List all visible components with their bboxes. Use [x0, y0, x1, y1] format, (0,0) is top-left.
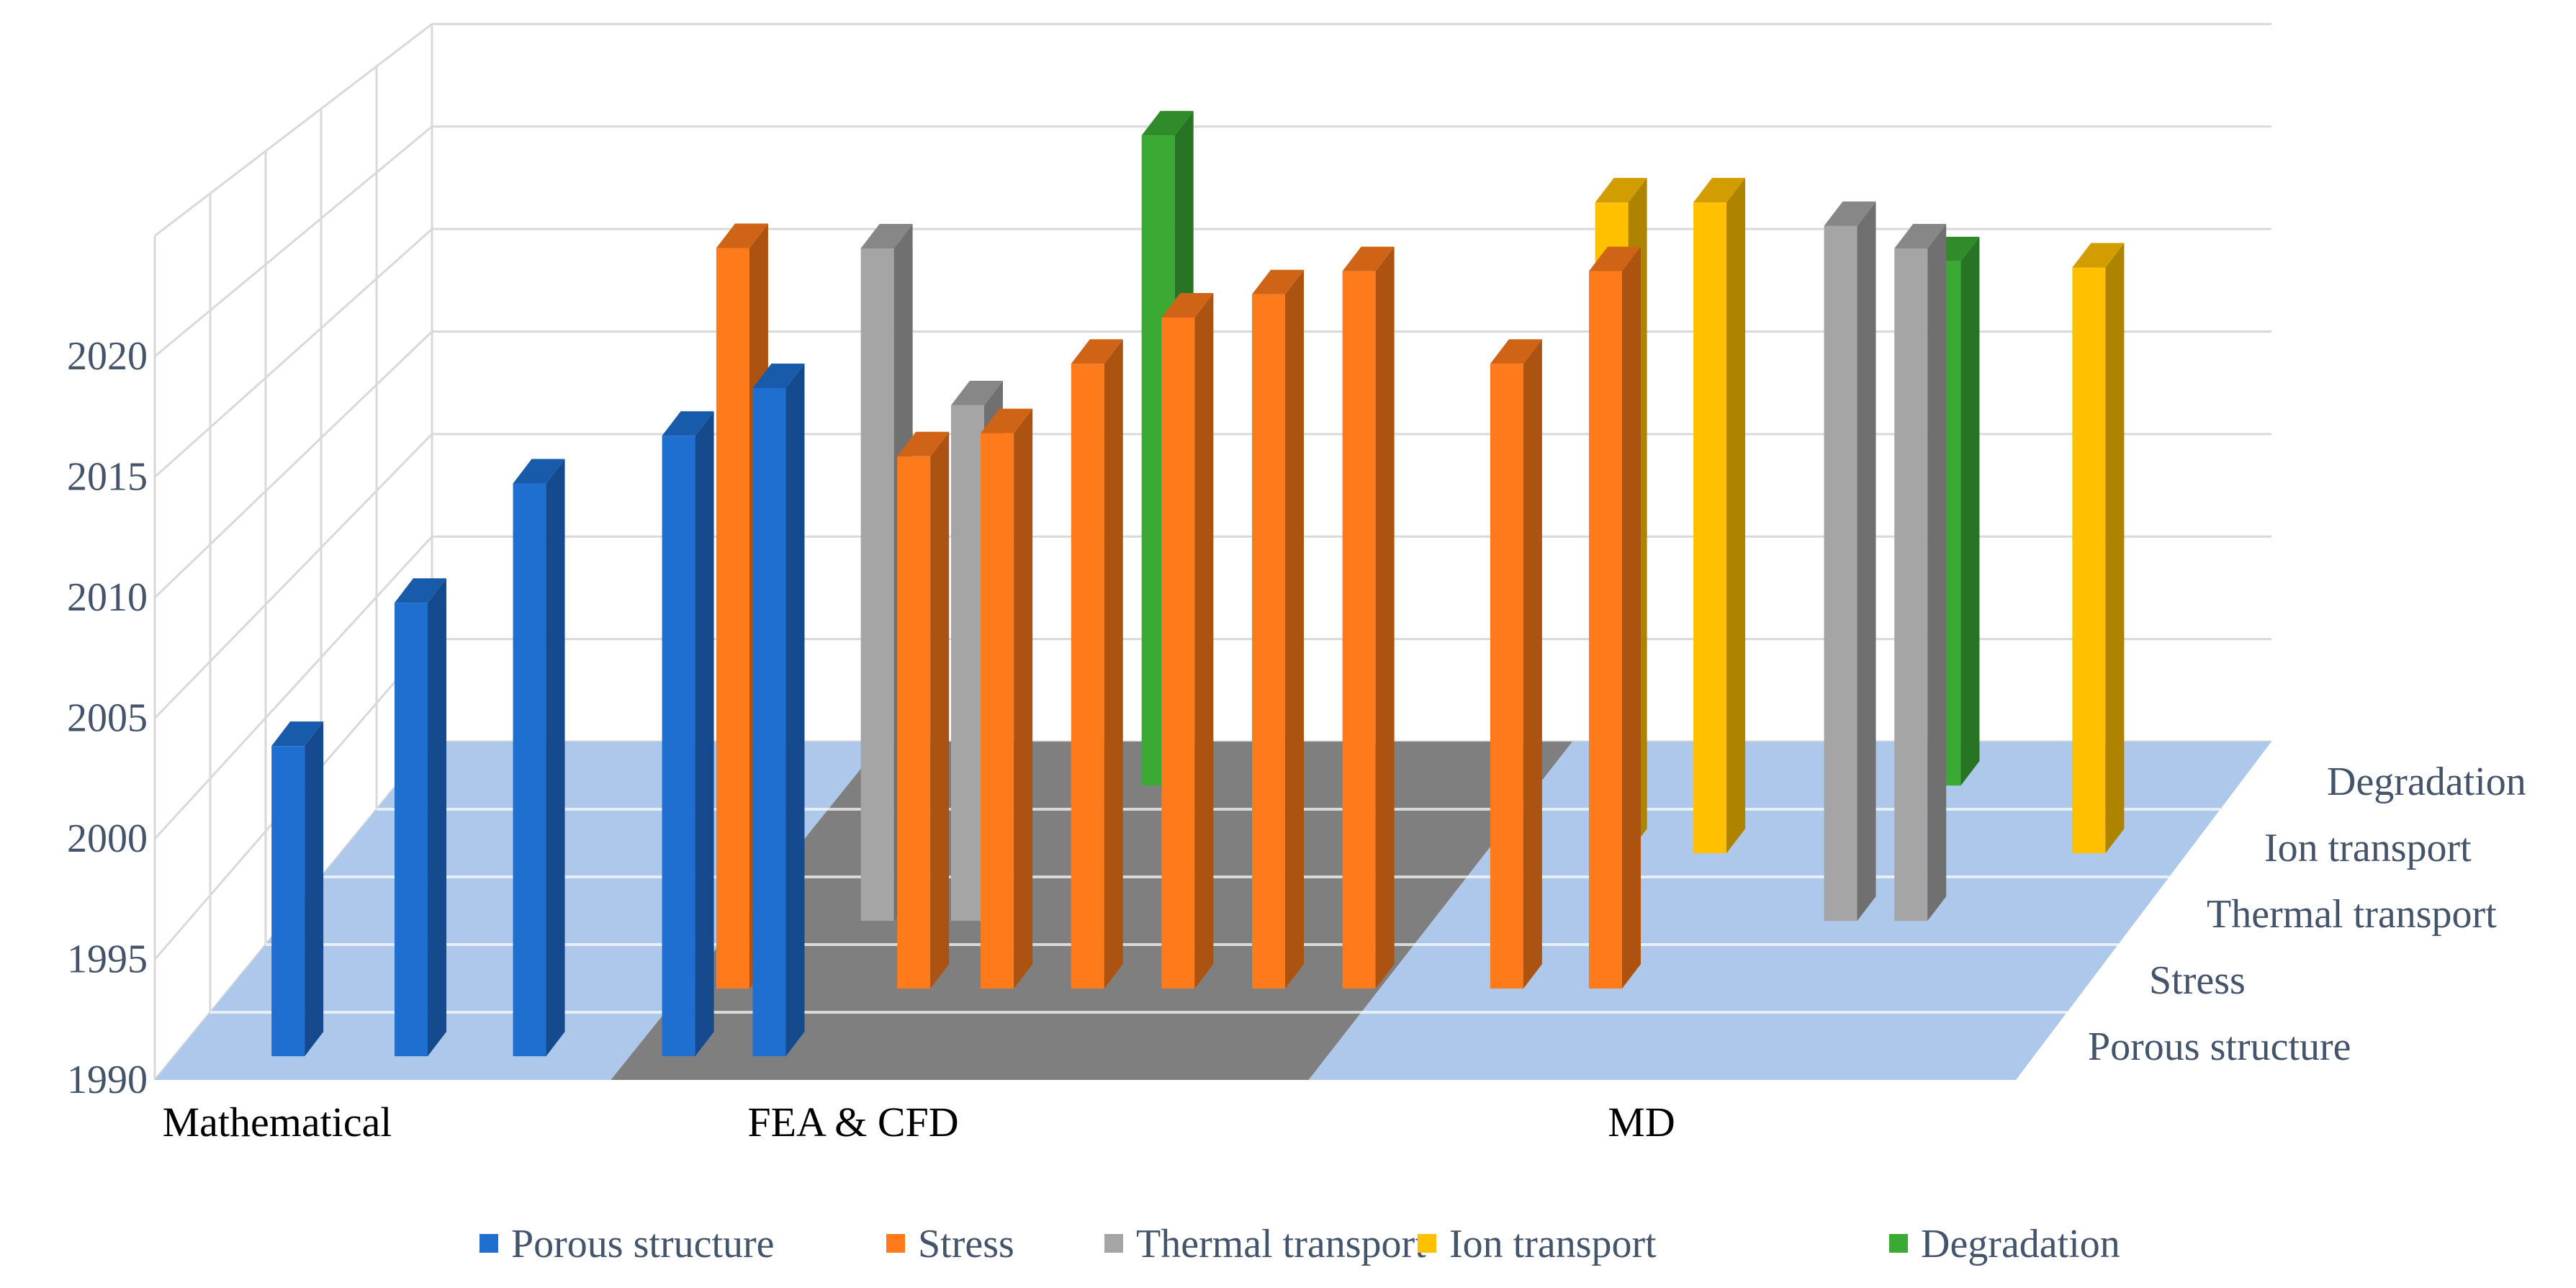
bar-porous-structure-3: [662, 411, 714, 1057]
legend-swatch: [1889, 1234, 1908, 1253]
bar-porous-structure-0: [271, 721, 324, 1057]
legend-label: Thermal transport: [1136, 1222, 1426, 1266]
floor-panel-2: [1308, 742, 2271, 1080]
legend-label: Stress: [918, 1222, 1014, 1266]
depth-label: Degradation: [2327, 760, 2526, 804]
depth-label: Ion transport: [2264, 826, 2472, 870]
legend-swatch: [1418, 1234, 1436, 1253]
bar-stress-1: [981, 408, 1033, 989]
bar-thermal-transport-2: [1824, 201, 1876, 922]
bar-stress-2: [1071, 339, 1123, 989]
y-tick-label: 1995: [67, 937, 148, 982]
bar-stress-5: [1342, 246, 1395, 989]
y-tick-label: 2015: [67, 455, 148, 500]
y-axis-tick-labels: 1990 1995 2000 2005 2010 2015 2020: [67, 334, 148, 1102]
depth-label: Stress: [2149, 958, 2246, 1003]
bar-stress-4: [1252, 269, 1305, 989]
bar-stress-0: [897, 431, 950, 989]
y-tick-label: 2010: [67, 575, 148, 620]
legend-swatch: [479, 1234, 498, 1253]
legend-swatch: [1104, 1234, 1123, 1253]
side-gridline: [154, 125, 433, 358]
y-tick-label: 1990: [67, 1058, 148, 1102]
side-gridline: [153, 433, 433, 719]
legend-label: Porous structure: [511, 1222, 775, 1266]
side-gridline: [153, 228, 433, 478]
legend-item: Thermal transport: [1104, 1222, 1426, 1266]
depth-label: Porous structure: [2088, 1024, 2351, 1069]
y-tick-label: 2005: [67, 696, 148, 741]
bar-stress-7: [1490, 339, 1542, 989]
category-label: MD: [1608, 1099, 1675, 1145]
category-label: Mathematical: [163, 1099, 392, 1145]
legend-label: Degradation: [1921, 1222, 2120, 1266]
y-tick-label: 2000: [67, 816, 148, 861]
side-gridline: [153, 536, 433, 840]
bar-ion-transport-0: [2072, 243, 2125, 854]
legend-swatch: [886, 1234, 905, 1253]
bar-stress-8: [1588, 246, 1641, 989]
legend-item: Degradation: [1889, 1222, 2120, 1266]
depth-axis-labels: Porous structure Stress Thermal transport I…: [2088, 760, 2526, 1069]
bar-stress-3: [1161, 292, 1214, 989]
bar-porous-structure-2: [513, 459, 565, 1057]
bar-thermal-transport-3: [1894, 223, 1947, 922]
legend-label: Ion transport: [1449, 1222, 1657, 1266]
y-tick-label: 2020: [67, 334, 148, 379]
category-label: FEA & CFD: [747, 1099, 958, 1145]
chart-bars: [271, 111, 2125, 1057]
legend: Porous structure Stress Thermal transport I…: [479, 1222, 2120, 1266]
legend-item: Ion transport: [1418, 1222, 1657, 1266]
legend-item: Porous structure: [479, 1222, 775, 1266]
bar-porous-structure-1: [395, 578, 447, 1057]
legend-item: Stress: [886, 1222, 1014, 1266]
side-gridline: [154, 23, 433, 237]
x-axis-category-labels: Mathematical FEA & CFD MD: [163, 1099, 1675, 1145]
bar-ion-transport-2: [1693, 178, 1746, 854]
bar-porous-structure-4: [752, 363, 805, 1057]
side-gridline: [153, 330, 433, 599]
depth-label: Thermal transport: [2207, 892, 2497, 937]
